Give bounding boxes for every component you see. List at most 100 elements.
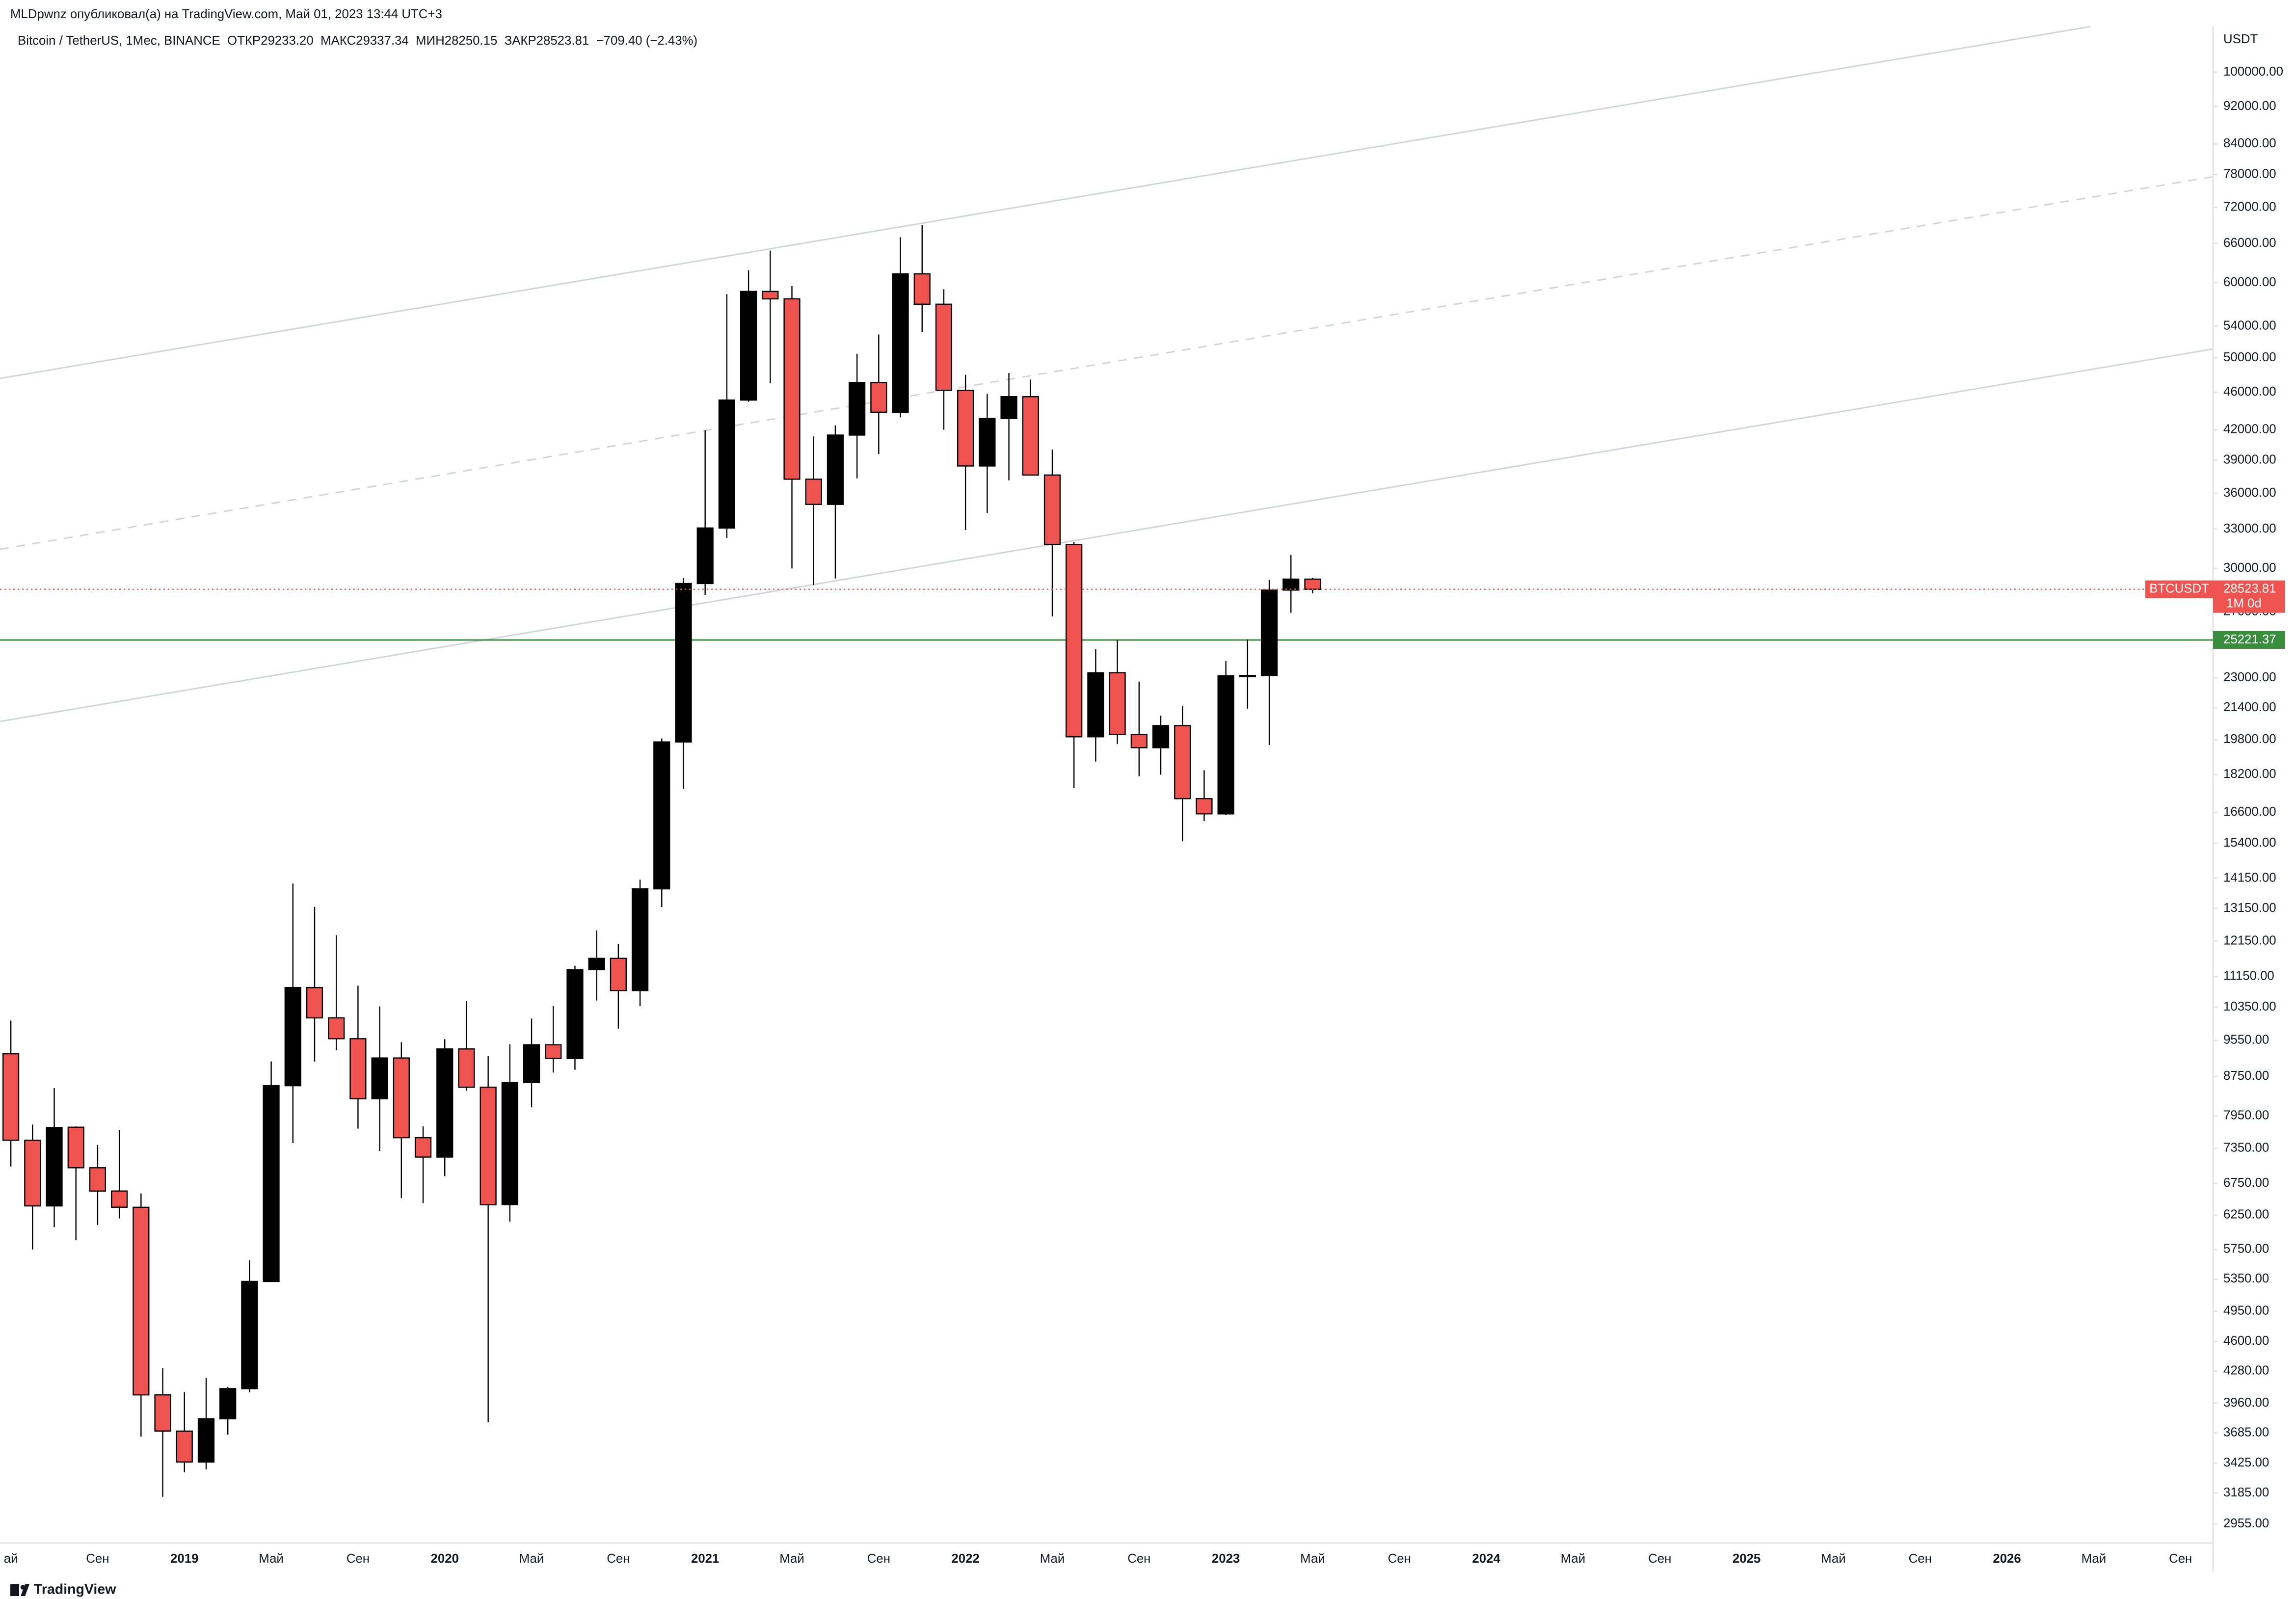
candle-body: [414, 1137, 432, 1158]
y-tick-label: 7350.00: [2223, 1141, 2269, 1154]
y-tick-label: 18200.00: [2223, 767, 2276, 781]
x-tick-label: Май: [1300, 1552, 1325, 1566]
candle-body: [523, 1044, 540, 1083]
candle-body: [762, 291, 779, 300]
x-tick-label: Май: [259, 1552, 284, 1566]
y-tick-label: 60000.00: [2223, 275, 2276, 289]
x-tick-label: Сен: [347, 1552, 370, 1566]
x-tick-label: Май: [2082, 1552, 2107, 1566]
candle-body: [631, 888, 649, 991]
y-tick-label: 3425.00: [2223, 1456, 2269, 1469]
plot-area: [0, 225, 2214, 1497]
candle-body: [935, 303, 953, 391]
candle-body: [1196, 798, 1213, 815]
candle-body: [653, 741, 670, 890]
y-tick-label: 6750.00: [2223, 1176, 2269, 1190]
candle-body: [480, 1087, 497, 1205]
candle-body: [24, 1140, 41, 1207]
x-tick-label: Май: [1821, 1552, 1846, 1566]
y-tick-label: 39000.00: [2223, 453, 2276, 467]
x-tick-label: Май: [519, 1552, 544, 1566]
level-label-box: [2213, 631, 2286, 649]
y-tick-label: 50000.00: [2223, 350, 2276, 364]
y-tick-label: 3960.00: [2223, 1396, 2269, 1410]
candle-body: [979, 418, 996, 467]
logo-part: [10, 1584, 20, 1596]
x-tick-label: 2025: [1733, 1552, 1761, 1566]
candle-body: [284, 986, 301, 1087]
candle-body: [197, 1418, 215, 1463]
candle-body: [545, 1044, 562, 1059]
y-tick-label: 4600.00: [2223, 1334, 2269, 1348]
candle-body: [870, 382, 887, 413]
y-tick-label: 23000.00: [2223, 670, 2276, 684]
y-tick-label: 21400.00: [2223, 700, 2276, 714]
y-tick-label: 72000.00: [2223, 200, 2276, 214]
y-tick-label: 66000.00: [2223, 236, 2276, 250]
last-price-label: 28523.81: [2223, 582, 2276, 595]
x-tick-label: Сен: [1388, 1552, 1411, 1566]
candle-body: [1304, 578, 1321, 590]
candle-body: [696, 527, 714, 585]
y-tick-label: 14150.00: [2223, 871, 2276, 884]
candle-body: [154, 1394, 171, 1432]
candle-body: [1282, 578, 1300, 591]
y-tick-label: 7950.00: [2223, 1109, 2269, 1122]
candle-body: [805, 479, 822, 505]
header: MLDpwnz опубликовал(а) на TradingView.co…: [10, 7, 442, 21]
candle-body: [957, 390, 974, 467]
x-tick-label: Сен: [1909, 1552, 1932, 1566]
candle-body: [1066, 544, 1083, 738]
candle-body: [501, 1082, 518, 1205]
y-tick-label: 16600.00: [2223, 805, 2276, 819]
x-tick-label: Сен: [2169, 1552, 2192, 1566]
candle-body: [371, 1057, 388, 1099]
x-tick-label: 2019: [170, 1552, 198, 1566]
candle-body: [1174, 725, 1191, 800]
candle-body: [1109, 672, 1126, 735]
candle-body: [588, 958, 605, 970]
tradingview-logo: [10, 1584, 30, 1596]
candle-body: [1000, 396, 1017, 419]
candle-body: [610, 958, 627, 991]
countdown-label: 1M 0d: [2226, 596, 2262, 610]
y-tick-label: 84000.00: [2223, 136, 2276, 150]
trend-line: [0, 348, 2214, 722]
candle-body: [1217, 675, 1234, 815]
y-tick-label: 11150.00: [2223, 969, 2274, 983]
y-tick-label: 33000.00: [2223, 522, 2276, 535]
x-tick-label: Сен: [1648, 1552, 1671, 1566]
y-tick-label: 30000.00: [2223, 561, 2276, 575]
candle-body: [675, 583, 692, 743]
candle-body: [1130, 734, 1148, 748]
y-tick-label: 13150.00: [2223, 901, 2276, 915]
x-tick-label: Май: [1561, 1552, 1586, 1566]
candle-body: [46, 1127, 63, 1207]
x-tick-label: Май: [779, 1552, 804, 1566]
x-tick-label: Май: [1040, 1552, 1065, 1566]
x-tick-label: Сен: [1127, 1552, 1150, 1566]
candle-body: [306, 986, 323, 1019]
candle-body: [2, 1053, 20, 1141]
x-tick-label: Сен: [607, 1552, 630, 1566]
y-tick-label: 12150.00: [2223, 933, 2276, 947]
candle-body: [393, 1057, 410, 1139]
footer-brand: TradingView: [34, 1582, 116, 1598]
candle-body: [89, 1167, 107, 1192]
candle-body: [892, 273, 909, 413]
y-tick-label: 2955.00: [2223, 1517, 2269, 1530]
y-tick-label: 5350.00: [2223, 1272, 2269, 1285]
y-tick-label: 6250.00: [2223, 1208, 2269, 1222]
candle-body: [827, 434, 844, 505]
y-tick-label: 4280.00: [2223, 1364, 2269, 1378]
candle-body: [566, 969, 584, 1059]
candle-body: [1022, 396, 1039, 476]
candle-body: [263, 1085, 280, 1282]
symbol-label: BTCUSDT: [2149, 582, 2209, 595]
x-tick-label: 2022: [951, 1552, 979, 1566]
x-tick-label: ай: [4, 1552, 18, 1566]
y-tick-label: 15400.00: [2223, 836, 2276, 850]
